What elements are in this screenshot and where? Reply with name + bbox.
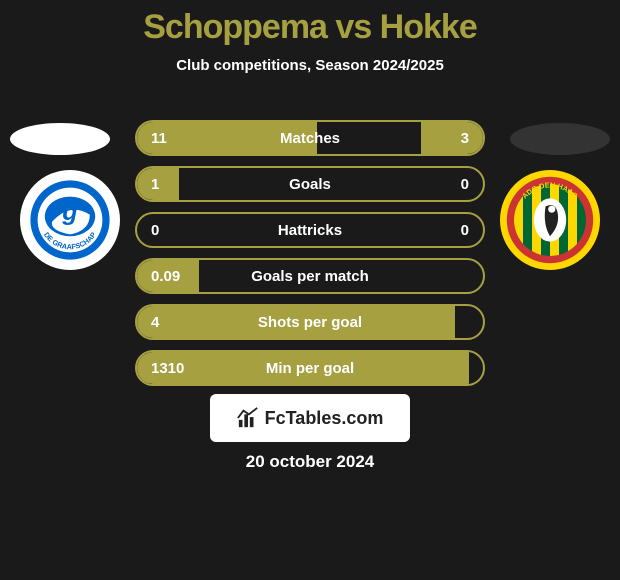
stat-value-right: 0 [461, 222, 469, 239]
stat-row: 11Matches3 [135, 120, 485, 156]
svg-text:g: g [61, 198, 77, 226]
ado-den-haag-icon: ADO DEN HAAG [505, 175, 595, 265]
stat-label: Min per goal [137, 360, 483, 377]
stat-row: 0.09Goals per match [135, 258, 485, 294]
club-crest-right: ADO DEN HAAG [500, 170, 600, 270]
stat-row: 1310Min per goal [135, 350, 485, 386]
fctables-label: FcTables.com [265, 408, 384, 429]
stat-row: 0Hattricks0 [135, 212, 485, 248]
stat-label: Hattricks [137, 222, 483, 239]
de-graafschap-icon: g DE GRAAFSCHAP [25, 175, 115, 265]
stat-value-right: 0 [461, 176, 469, 193]
bar-chart-icon [237, 407, 259, 429]
stat-value-right: 3 [461, 130, 469, 147]
decor-ellipse-right [510, 123, 610, 155]
page-title: Schoppema vs Hokke [0, 0, 620, 47]
club-crest-left: g DE GRAAFSCHAP [20, 170, 120, 270]
stats-bars: 11Matches31Goals00Hattricks00.09Goals pe… [135, 120, 485, 396]
stat-row: 4Shots per goal [135, 304, 485, 340]
stat-label: Goals [137, 176, 483, 193]
stat-label: Matches [137, 130, 483, 147]
subtitle: Club competitions, Season 2024/2025 [0, 57, 620, 74]
stat-row: 1Goals0 [135, 166, 485, 202]
fctables-logo: FcTables.com [210, 394, 410, 442]
date-label: 20 october 2024 [0, 452, 620, 472]
decor-ellipse-left [10, 123, 110, 155]
stat-label: Goals per match [137, 268, 483, 285]
stat-label: Shots per goal [137, 314, 483, 331]
